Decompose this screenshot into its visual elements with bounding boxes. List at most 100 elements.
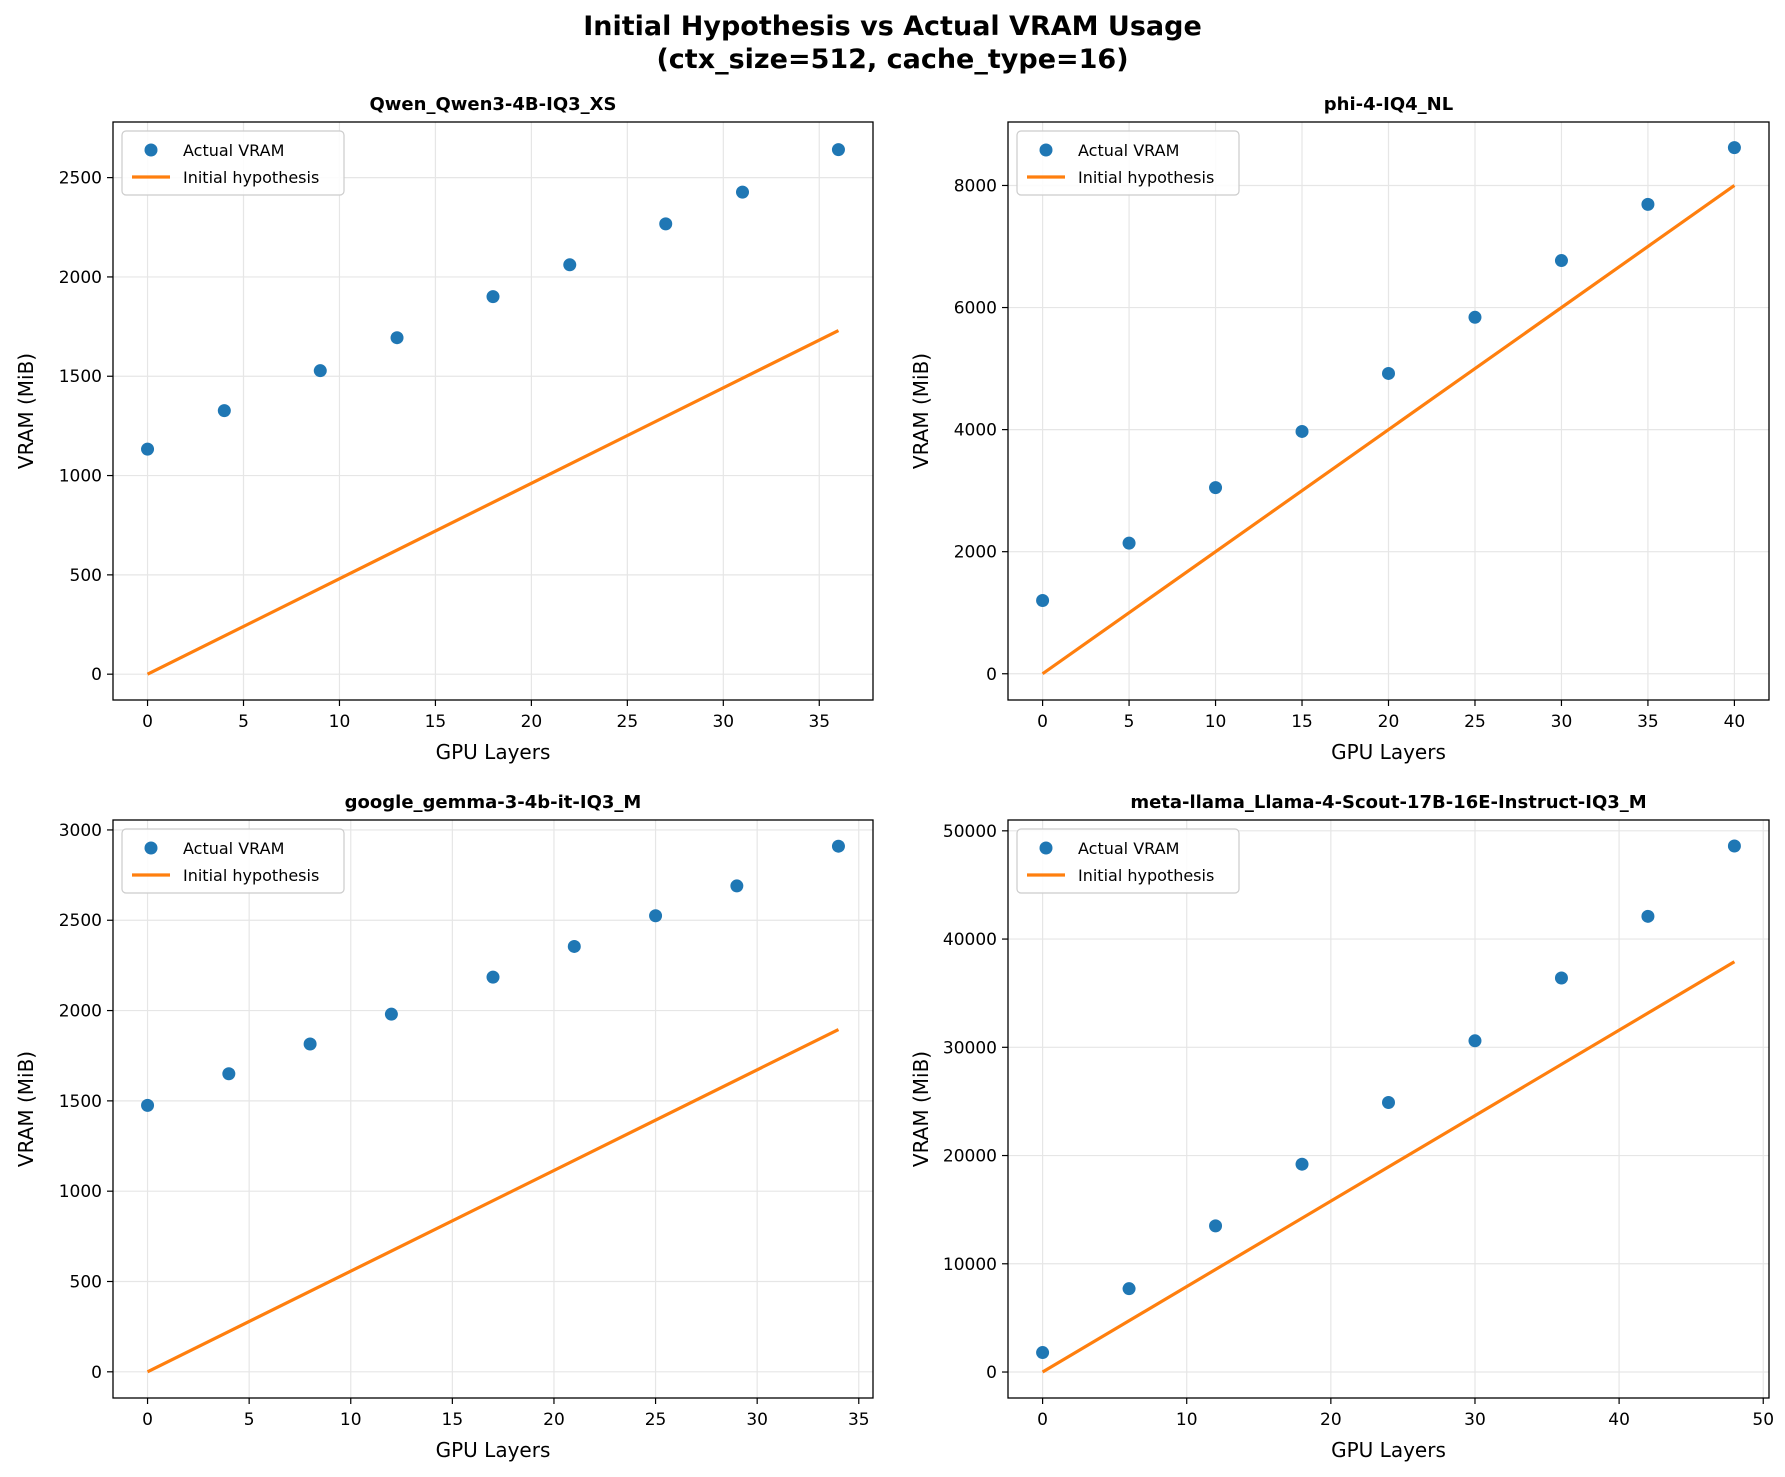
legend-box: [1016, 828, 1240, 894]
actual-vram-point: [486, 290, 500, 304]
x-axis-label: GPU Layers: [436, 740, 551, 764]
figure-title-line-1: Initial Hypothesis vs Actual VRAM Usage: [583, 11, 1202, 42]
x-tick-label: 10: [1205, 712, 1227, 732]
x-tick-label: 35: [808, 712, 830, 732]
hypothesis-line: [146, 329, 840, 676]
actual-vram-point: [1554, 254, 1568, 268]
y-axis-label: VRAM (MiB): [14, 1051, 38, 1167]
x-tick-label: 30: [746, 1410, 768, 1430]
x-tick-label: 30: [1551, 712, 1573, 732]
x-tick-label: 20: [1320, 1410, 1342, 1430]
x-tick-label: 15: [425, 712, 447, 732]
actual-vram-point: [1727, 141, 1741, 155]
axes-frame: [112, 121, 874, 701]
x-tick-label: 25: [1464, 712, 1486, 732]
hypothesis-line: [1041, 960, 1736, 1374]
x-tick-label: 40: [1608, 1410, 1630, 1430]
actual-vram-point: [735, 185, 749, 199]
actual-vram-point: [567, 939, 581, 953]
figure-title: Initial Hypothesis vs Actual VRAM Usage …: [0, 10, 1785, 76]
actual-vram-point: [1468, 1034, 1482, 1048]
x-tick-label: 0: [142, 712, 153, 732]
x-axis-label: GPU Layers: [1331, 740, 1446, 764]
actual-vram-point: [730, 879, 744, 893]
x-tick-label: 0: [1037, 1410, 1048, 1430]
actual-vram-point: [649, 909, 663, 923]
legend-actual-label: Actual VRAM: [1078, 141, 1179, 160]
y-tick-label: 30000: [943, 1038, 997, 1058]
subplot-2: 0 5 10 15 20 25 30 35 40 0 2000 4000 6000 8000 phi-4-I…: [909, 94, 1770, 764]
legend-box: [1016, 130, 1240, 196]
actual-vram-point: [1122, 1282, 1136, 1296]
y-tick-label: 0: [986, 1363, 997, 1383]
actual-vram-point: [222, 1067, 236, 1081]
actual-vram-point: [831, 839, 845, 853]
legend-hypothesis-label: Initial hypothesis: [1078, 866, 1214, 885]
x-tick-label: 10: [1176, 1410, 1198, 1430]
legend-actual-label: Actual VRAM: [1078, 839, 1179, 858]
legend-actual-marker: [144, 841, 158, 855]
subplot-3: 0 5 10 15 20 25 30 35 0 500 1000 1500 2000 2500 3000 go…: [14, 792, 874, 1462]
y-axis-label: VRAM (MiB): [14, 353, 38, 469]
y-tick-label: 0: [91, 665, 102, 685]
x-tick-label: 25: [617, 712, 639, 732]
hypothesis-line: [1041, 184, 1736, 676]
actual-vram-point: [1295, 1157, 1309, 1171]
actual-vram-point: [1641, 197, 1655, 211]
x-tick-label: 30: [712, 712, 734, 732]
legend-actual-marker: [144, 143, 158, 157]
y-tick-label: 6000: [954, 299, 997, 319]
actual-vram-point: [1209, 1219, 1223, 1233]
figure-title-line-2: (ctx_size=512, cache_type=16): [656, 44, 1129, 75]
y-tick-label: 2500: [59, 911, 102, 931]
legend: Actual VRAM Initial hypothesis: [1016, 828, 1240, 894]
actual-vram-point: [390, 331, 404, 345]
x-tick-label: 5: [1124, 712, 1135, 732]
subplot-title: meta-llama_Llama-4-Scout-17B-16E-Instruc…: [1130, 792, 1646, 813]
y-tick-label: 2500: [59, 169, 102, 189]
actual-vram-point: [141, 1098, 155, 1112]
subplot-title: phi-4-IQ4_NL: [1324, 94, 1453, 115]
x-tick-label: 30: [1464, 1410, 1486, 1430]
x-tick-label: 0: [142, 1410, 153, 1430]
x-tick-label: 10: [340, 1410, 362, 1430]
x-tick-label: 15: [1291, 712, 1313, 732]
x-tick-label: 35: [1637, 712, 1659, 732]
actual-vram-point: [486, 970, 500, 984]
actual-vram-point: [1295, 424, 1309, 438]
y-tick-label: 4000: [954, 421, 997, 441]
actual-vram-point: [217, 404, 231, 418]
x-tick-label: 5: [238, 712, 249, 732]
actual-vram-point: [1036, 594, 1050, 608]
legend-hypothesis-label: Initial hypothesis: [1078, 168, 1214, 187]
actual-vram-point: [1727, 839, 1741, 853]
y-tick-label: 2000: [59, 1002, 102, 1022]
x-tick-label: 40: [1724, 712, 1746, 732]
legend-actual-marker: [1039, 841, 1053, 855]
legend: Actual VRAM Initial hypothesis: [121, 828, 345, 894]
y-tick-label: 0: [986, 665, 997, 685]
subplot-4: 0 10 20 30 40 50 0 10000 20000 30000 40000 50000 met…: [909, 792, 1774, 1462]
actual-vram-point: [1122, 536, 1136, 550]
y-tick-label: 1500: [59, 1092, 102, 1112]
actual-vram-point: [831, 143, 845, 157]
x-tick-label: 20: [543, 1410, 565, 1430]
legend-actual-label: Actual VRAM: [183, 141, 284, 160]
x-tick-label: 15: [442, 1410, 464, 1430]
actual-vram-point: [659, 217, 673, 231]
actual-vram-point: [1468, 310, 1482, 324]
hypothesis-line: [146, 1028, 840, 1374]
legend: Actual VRAM Initial hypothesis: [121, 130, 345, 196]
y-axis-label: VRAM (MiB): [909, 353, 933, 469]
actual-vram-point: [1036, 1346, 1050, 1360]
y-tick-label: 8000: [954, 176, 997, 196]
y-tick-label: 40000: [943, 930, 997, 950]
y-tick-label: 0: [91, 1363, 102, 1383]
y-tick-label: 1500: [59, 367, 102, 387]
x-tick-label: 25: [645, 1410, 667, 1430]
x-tick-label: 20: [1378, 712, 1400, 732]
x-tick-label: 50: [1752, 1410, 1774, 1430]
y-tick-label: 10000: [943, 1255, 997, 1275]
x-axis-label: GPU Layers: [1331, 1438, 1446, 1462]
actual-vram-point: [313, 364, 327, 378]
